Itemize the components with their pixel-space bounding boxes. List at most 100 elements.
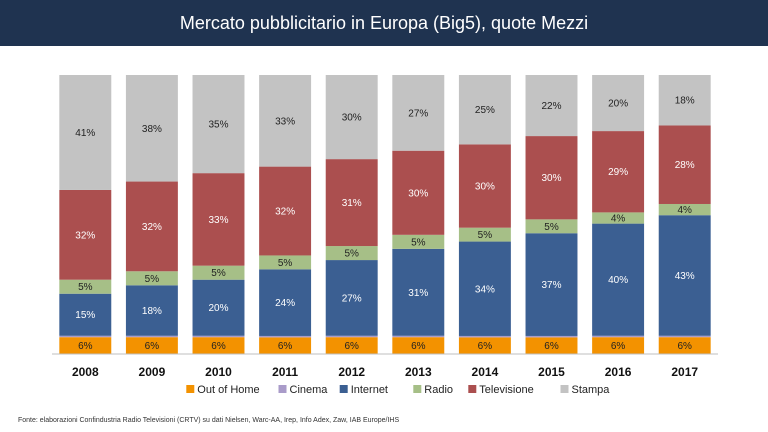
bar-segment-out-of-home-2012 [325,337,378,354]
bar-segment-internet-2008 [59,293,112,336]
data-label: 29% [608,167,628,178]
data-label: 27% [408,108,428,119]
data-label: 5% [411,237,426,248]
legend-swatch-televisione [468,385,477,393]
bar-segment-cinema-2009 [125,335,178,338]
bar-segment-stampa-2016 [592,75,645,132]
bar-segment-radio-2008 [59,279,112,294]
bar-segment-cinema-2014 [458,335,511,338]
data-label: 4% [611,214,626,225]
bar-segment-cinema-2012 [325,335,378,338]
data-label: 6% [677,341,692,352]
data-label: 6% [611,341,626,352]
data-label: 30% [342,113,362,124]
bar-segment-internet-2013 [392,248,445,336]
data-label: 28% [675,160,695,171]
data-label: 4% [677,205,692,216]
data-label: 6% [278,341,293,352]
data-label: 6% [211,341,226,352]
bar-segment-televisione-2012 [325,159,378,247]
bar-segment-cinema-2017 [658,335,711,338]
data-label: 43% [675,271,695,282]
bar-segment-stampa-2009 [125,75,178,182]
data-label: 6% [411,341,426,352]
data-label: 6% [145,341,160,352]
bar-segment-televisione-2014 [458,144,511,228]
data-label: 25% [475,105,495,116]
bar-segment-out-of-home-2013 [392,337,445,354]
data-label: 31% [342,198,362,209]
bar-segment-radio-2013 [392,234,445,249]
x-tick-label: 2013 [405,365,432,379]
data-label: 5% [344,249,359,260]
bar-segment-out-of-home-2016 [592,337,645,354]
bar-segment-stampa-2008 [59,75,112,190]
legend-swatch-stampa [560,385,569,393]
bar-segment-out-of-home-2017 [658,337,711,354]
x-tick-label: 2011 [272,365,298,379]
legend-label: Radio [424,384,453,396]
bar-segment-out-of-home-2008 [59,337,112,354]
legend-label: Internet [351,384,388,396]
data-label: 30% [541,173,561,184]
x-tick-label: 2008 [72,365,99,379]
bar-segment-stampa-2011 [259,75,312,167]
data-label: 20% [208,303,228,314]
bar-segment-televisione-2009 [125,181,178,272]
data-label: 31% [408,288,428,299]
data-label: 33% [275,116,295,127]
data-label: 30% [475,182,495,193]
legend-label: Cinema [290,384,329,396]
bar-segment-televisione-2016 [592,131,645,213]
data-label: 5% [145,274,160,285]
data-label: 24% [275,298,295,309]
x-tick-label: 2016 [605,365,632,379]
bar-segment-televisione-2008 [59,189,112,280]
bar-segment-televisione-2015 [525,136,578,220]
data-label: 32% [142,222,162,233]
bar-segment-stampa-2017 [658,75,711,126]
title-bar: Mercato pubblicitario in Europa (Big5), … [0,0,768,46]
bar-segment-internet-2017 [658,215,711,336]
legend-swatch-cinema [278,385,287,393]
x-tick-label: 2014 [472,365,499,379]
x-tick-label: 2010 [205,365,232,379]
bar-segment-out-of-home-2009 [125,337,178,354]
data-label: 5% [544,222,559,233]
bar-segment-radio-2010 [192,265,245,280]
data-label: 27% [342,293,362,304]
bar-segment-radio-2016 [592,212,645,224]
bar-segment-internet-2010 [192,279,245,336]
legend-swatch-internet [339,385,348,393]
bar-segment-out-of-home-2014 [458,337,511,354]
bar-segment-cinema-2010 [192,335,245,338]
bar-segment-cinema-2015 [525,335,578,338]
chart-title: Mercato pubblicitario in Europa (Big5), … [179,13,589,33]
x-tick-label: 2017 [671,365,698,379]
data-label: 6% [544,341,559,352]
bar-segment-radio-2015 [525,219,578,234]
data-label: 38% [142,124,162,135]
x-tick-label: 2012 [338,365,365,379]
bar-segment-cinema-2016 [592,335,645,338]
data-label: 32% [75,230,95,241]
data-label: 40% [608,275,628,286]
data-label: 5% [211,268,226,279]
legend-label: Stampa [572,384,611,396]
data-label: 30% [408,188,428,199]
bar-segment-stampa-2013 [392,75,445,151]
bar-segment-cinema-2011 [259,335,312,338]
data-label: 33% [208,215,228,226]
bar-segment-televisione-2013 [392,150,445,235]
bar-segment-radio-2012 [325,246,378,261]
data-label: 6% [478,341,493,352]
bar-segment-stampa-2010 [192,75,245,174]
bar-segment-internet-2011 [259,269,312,336]
data-label: 37% [541,280,561,291]
data-label: 22% [541,101,561,112]
bar-segment-out-of-home-2011 [259,337,312,354]
bar-segment-radio-2009 [125,271,178,286]
bar-segment-cinema-2008 [59,335,112,338]
bar-segment-televisione-2011 [259,166,312,256]
data-label: 34% [475,284,495,295]
